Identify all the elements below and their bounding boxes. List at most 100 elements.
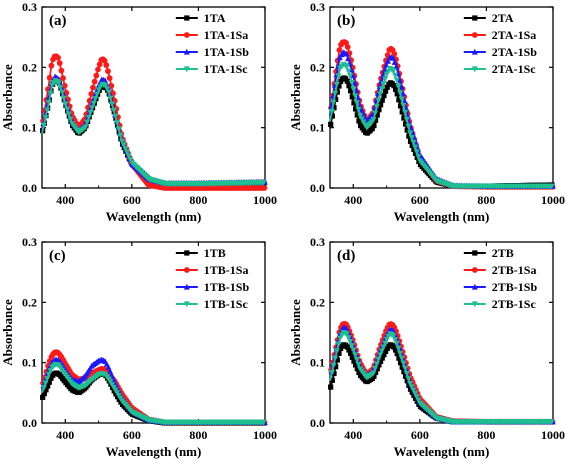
plot-frame bbox=[329, 6, 554, 189]
data-point bbox=[412, 395, 419, 401]
data-point bbox=[348, 350, 354, 356]
y-tick-label: 0.0 bbox=[310, 181, 325, 195]
x-tick-label: 1000 bbox=[541, 428, 565, 442]
data-point bbox=[349, 94, 355, 100]
data-point bbox=[335, 341, 342, 348]
data-point bbox=[125, 153, 132, 160]
data-point bbox=[348, 343, 355, 349]
x-tick-label: 400 bbox=[344, 428, 362, 442]
data-point bbox=[90, 84, 96, 91]
data-point bbox=[374, 112, 380, 118]
data-point bbox=[391, 59, 398, 65]
legend-marker bbox=[471, 48, 478, 55]
data-point bbox=[401, 115, 407, 121]
data-point bbox=[352, 352, 359, 358]
data-point bbox=[372, 369, 379, 376]
legend-marker bbox=[184, 250, 190, 256]
x-tick-label: 800 bbox=[189, 428, 207, 442]
data-point bbox=[410, 387, 417, 394]
data-point bbox=[67, 116, 74, 123]
data-point bbox=[114, 120, 121, 126]
data-point bbox=[406, 133, 412, 139]
data-point bbox=[328, 384, 334, 390]
x-tick-label: 400 bbox=[56, 193, 74, 207]
data-point bbox=[348, 88, 354, 94]
y-tick-label: 0.1 bbox=[310, 356, 325, 370]
data-point bbox=[415, 154, 422, 160]
data-point bbox=[377, 358, 384, 364]
data-point bbox=[344, 344, 350, 350]
series-1TB-1Sc bbox=[40, 361, 267, 426]
legend-label: 1TA-1Sb bbox=[204, 45, 249, 59]
data-point bbox=[385, 57, 392, 64]
legend-marker bbox=[184, 15, 190, 21]
data-point bbox=[336, 350, 342, 356]
data-point bbox=[343, 331, 350, 338]
data-point bbox=[60, 75, 66, 82]
y-tick-label: 0.3 bbox=[22, 235, 37, 249]
legend-label: 1TB-1Sa bbox=[204, 263, 249, 277]
data-point bbox=[82, 124, 89, 131]
data-point bbox=[395, 83, 402, 90]
data-point bbox=[47, 90, 54, 97]
data-point bbox=[127, 156, 134, 163]
data-point bbox=[260, 419, 267, 426]
data-point bbox=[107, 95, 114, 102]
data-point bbox=[96, 61, 103, 68]
y-axis-label: Absorbance bbox=[288, 64, 303, 131]
y-tick-label: 0.2 bbox=[310, 295, 325, 309]
data-point bbox=[351, 100, 357, 106]
data-point bbox=[398, 83, 405, 90]
data-point bbox=[119, 138, 126, 145]
chart-panel-c: 400 600 800 1000 0.0 0.1 0.2 0.3 Wavelength (nm)… bbox=[0, 235, 277, 459]
legend-label: 1TA-1Sc bbox=[204, 62, 248, 76]
data-point bbox=[102, 83, 109, 89]
data-point bbox=[104, 86, 111, 93]
data-point bbox=[345, 68, 352, 75]
data-point bbox=[59, 89, 66, 96]
data-point bbox=[405, 376, 412, 382]
data-point bbox=[373, 361, 380, 368]
data-point bbox=[412, 144, 419, 151]
data-point bbox=[60, 95, 67, 102]
data-point bbox=[402, 365, 409, 372]
data-point bbox=[410, 139, 417, 146]
series-1TA bbox=[40, 77, 267, 188]
data-point bbox=[373, 104, 380, 110]
data-point bbox=[328, 121, 334, 127]
data-point bbox=[397, 103, 404, 109]
data-point bbox=[328, 370, 335, 376]
data-point bbox=[400, 360, 407, 367]
data-point bbox=[333, 348, 340, 355]
data-point bbox=[405, 123, 412, 130]
data-point bbox=[335, 73, 342, 80]
data-point bbox=[108, 371, 115, 378]
data-point bbox=[384, 84, 390, 90]
legend-marker bbox=[472, 250, 478, 256]
data-point bbox=[351, 358, 357, 364]
data-point bbox=[85, 114, 92, 121]
legend-label: 2TB bbox=[492, 246, 514, 260]
data-point bbox=[393, 340, 400, 347]
data-point bbox=[331, 105, 337, 111]
data-point bbox=[407, 130, 414, 137]
data-point bbox=[95, 66, 101, 73]
data-point bbox=[376, 107, 382, 113]
data-point bbox=[94, 91, 101, 98]
data-point bbox=[330, 99, 337, 106]
y-tick-label: 0.2 bbox=[22, 60, 37, 74]
series-2TB-1Sc bbox=[328, 329, 555, 425]
data-point bbox=[110, 107, 117, 114]
data-point bbox=[390, 333, 397, 340]
data-point bbox=[380, 81, 387, 88]
data-point bbox=[378, 86, 385, 93]
legend-label: 2TA-1Sb bbox=[492, 45, 537, 59]
data-point bbox=[105, 89, 112, 96]
series-1TA-1Sc bbox=[40, 78, 267, 187]
data-point bbox=[372, 365, 379, 372]
data-point bbox=[343, 50, 350, 57]
data-point bbox=[371, 373, 377, 379]
data-point bbox=[392, 72, 399, 79]
legend-marker bbox=[183, 66, 190, 73]
